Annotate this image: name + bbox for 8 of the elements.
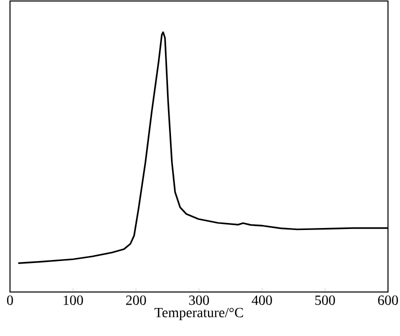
x-tick-label: 500 <box>315 296 335 305</box>
x-tick-label: 600 <box>378 296 398 305</box>
x-tick-label: 400 <box>252 296 272 305</box>
x-axis-title: Temperature/°C <box>154 308 243 320</box>
x-tick-label: 300 <box>189 296 209 305</box>
x-tick-label: 100 <box>64 296 83 305</box>
x-tick-label: 200 <box>126 296 146 305</box>
x-tick-label: 0 <box>7 296 13 305</box>
